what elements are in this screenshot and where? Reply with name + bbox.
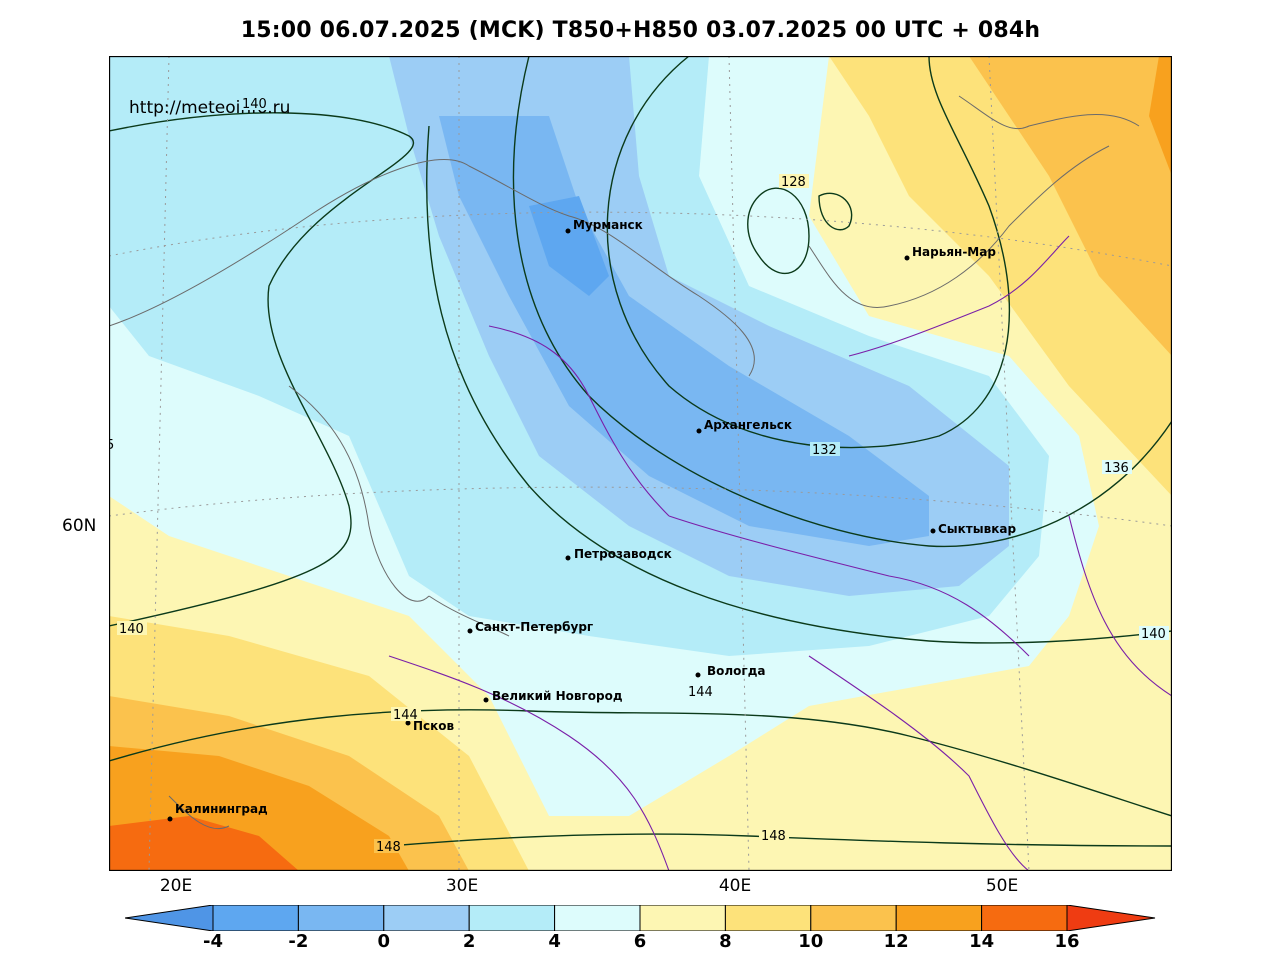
temperature-colorbar (125, 905, 1156, 931)
contour-label: 140 (119, 622, 144, 637)
city-label-pskov: Псков (413, 719, 455, 733)
contour-label: 140 (1141, 627, 1166, 642)
longitude-label: 30E (445, 876, 479, 896)
colorbar-tick-label: 2 (462, 931, 476, 952)
contour-label: 148 (376, 840, 401, 855)
longitude-label: 40E (718, 876, 752, 896)
colorbar-segment (554, 905, 641, 931)
city-label-veliky-novgorod: Великий Новгород (492, 689, 623, 703)
colorbar-segment (383, 905, 470, 931)
colorbar-segment (468, 905, 556, 931)
colorbar-tick-label: 4 (548, 931, 561, 952)
colorbar-tick-label: 16 (1054, 931, 1080, 952)
colorbar-tick-label: 12 (883, 931, 909, 952)
colorbar-tick-label: -2 (288, 931, 309, 952)
longitude-label: 20E (159, 876, 193, 896)
contour-label: 128 (781, 175, 806, 190)
city-label-arkhangelsk: Архангельск (704, 418, 792, 432)
city-label-syktyvkar: Сыктывкар (938, 522, 1016, 536)
city-label-murmansk: Мурманск (573, 218, 643, 232)
colorbar-segment (724, 905, 812, 931)
latitude-label: 60N (62, 516, 97, 536)
city-label-kaliningrad: Калининград (175, 802, 268, 816)
colorbar-segment (639, 905, 726, 931)
temperature-map: http://meteoinfo.ru Мурманск Нарьян-Мар … (109, 56, 1172, 871)
city-label-saint-petersburg: Санкт-Петербург (475, 620, 593, 634)
colorbar-segment (297, 905, 385, 931)
contour-label: 140 (242, 97, 267, 112)
colorbar-segment (1066, 905, 1156, 931)
contour-label: 144 (688, 685, 713, 700)
colorbar-segment (125, 905, 214, 931)
colorbar-tick-label: 0 (377, 931, 391, 952)
colorbar-tick-label: 10 (798, 931, 824, 952)
colorbar-tick-label: 14 (969, 931, 995, 952)
colorbar-segment (810, 905, 897, 931)
contour-label: 132 (812, 443, 837, 458)
contour-label: 144 (393, 708, 418, 723)
city-label-petrozavodsk: Петрозаводск (574, 547, 672, 561)
map-title: 15:00 06.07.2025 (MCK) T850+H850 03.07.2… (240, 18, 1041, 43)
colorbar-segment (895, 905, 983, 931)
city-label-vologda: Вологда (707, 664, 765, 678)
colorbar-segment (981, 905, 1068, 931)
contour-label-edge: 5 (109, 438, 114, 453)
colorbar-tick-label: -4 (203, 931, 223, 952)
city-label-naryan-mar: Нарьян-Мар (912, 245, 996, 259)
colorbar-tick-label: 8 (719, 931, 732, 952)
longitude-label: 50E (985, 876, 1019, 896)
contour-label: 148 (761, 829, 786, 844)
contour-label: 136 (1104, 461, 1129, 476)
colorbar-tick-label: 6 (633, 931, 647, 952)
colorbar-segment (212, 905, 299, 931)
